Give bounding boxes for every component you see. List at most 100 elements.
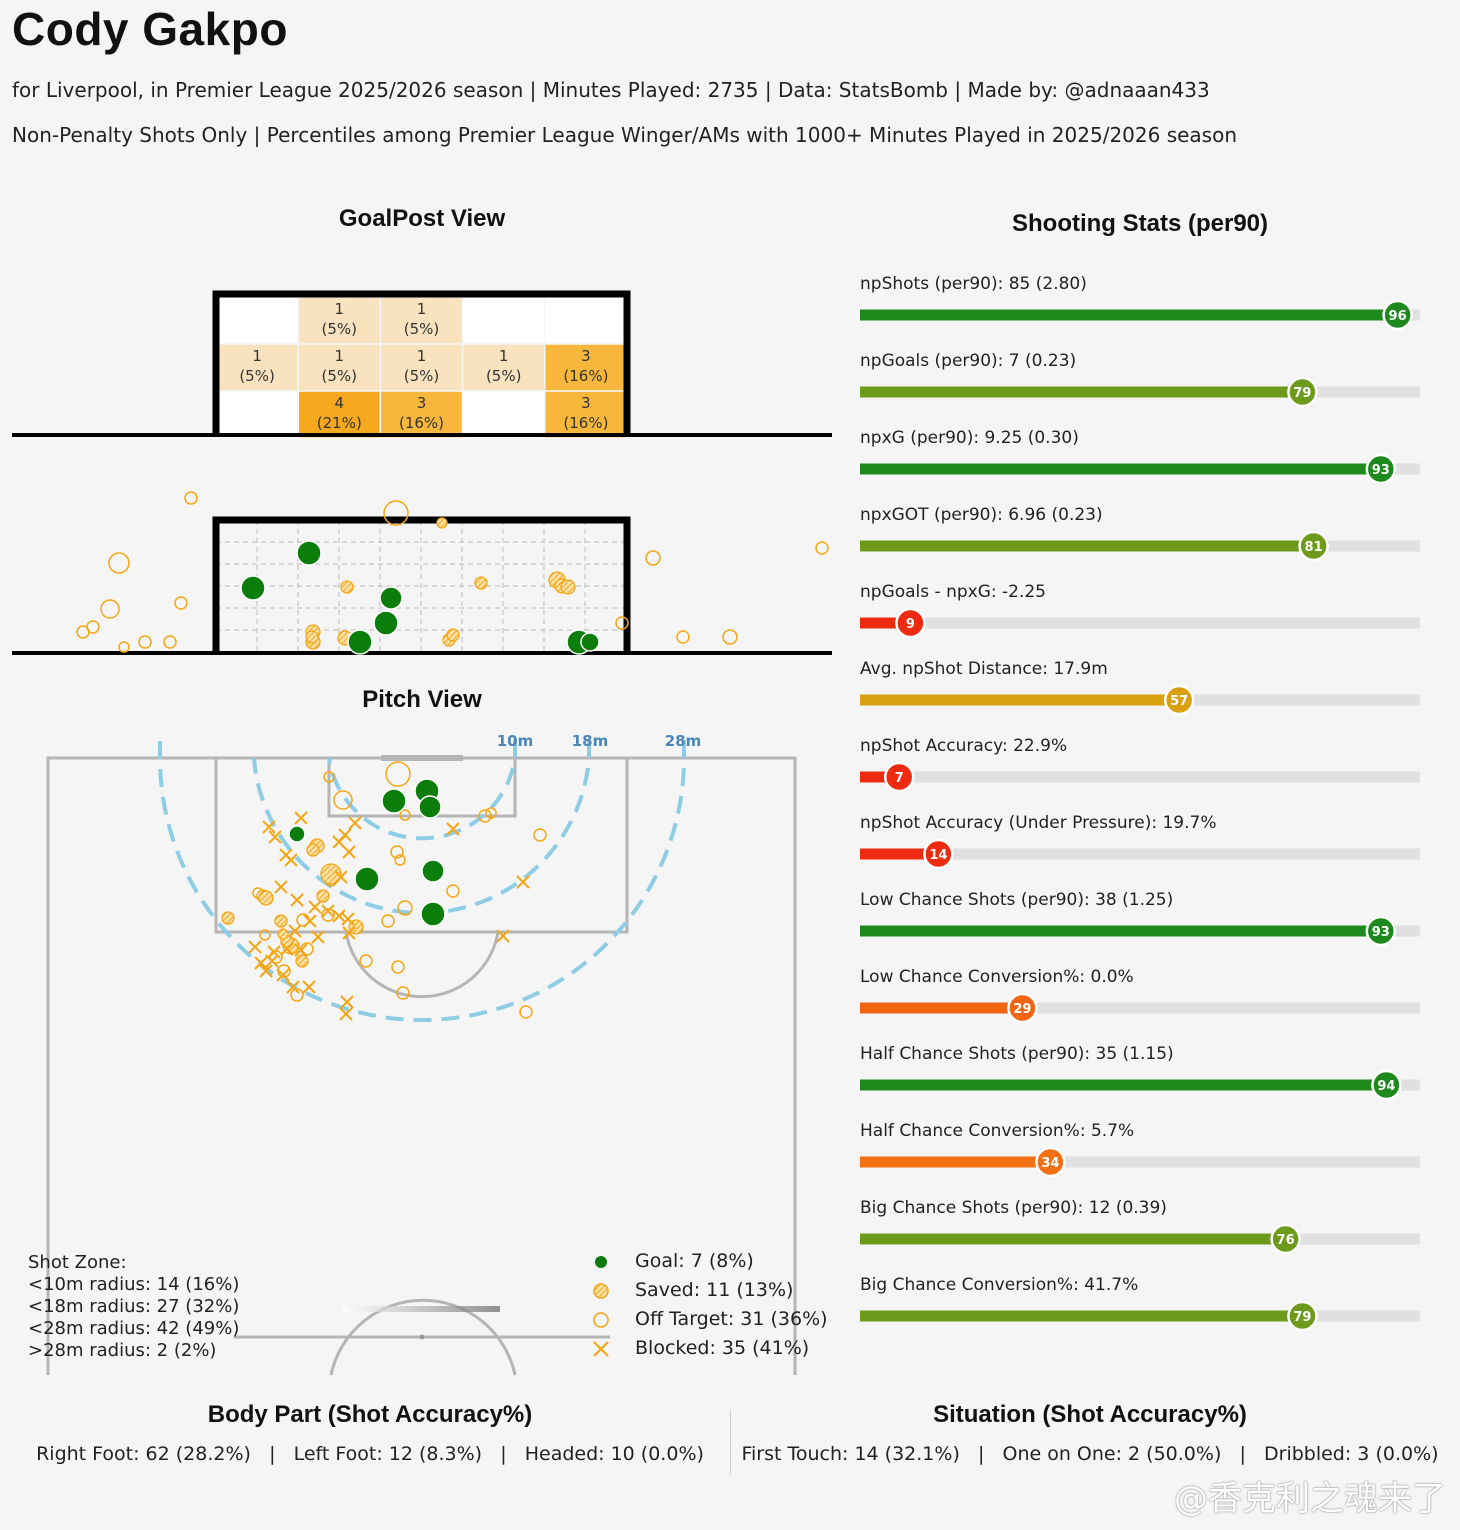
goal-zone-percent: (16%) (399, 414, 444, 432)
legend-off-target-label: Off Target: 31 (36%) (635, 1308, 828, 1330)
pitch-blocked-marker (339, 1007, 353, 1021)
pitch-blocked-marker (259, 964, 273, 978)
stat-percentile-value: 34 (1041, 1156, 1059, 1171)
legend-goal-label: Goal: 7 (8%) (635, 1250, 754, 1272)
goalmouth-goal-marker (347, 629, 373, 655)
stat-percentile-bar: 79 (860, 1300, 1420, 1332)
stat-percentile-badge (895, 607, 926, 639)
pitch-blocked-marker (265, 954, 279, 968)
pitch-blocked-marker (268, 830, 282, 844)
pitch-blocked-marker (280, 942, 294, 956)
pitch-view-title: Pitch View (362, 686, 482, 713)
pitch-blocked-marker (276, 968, 290, 982)
stat-bar-fill (860, 1233, 1286, 1245)
stat-percentile-value: 9 (906, 617, 915, 632)
pitch-saved-marker (295, 954, 309, 968)
ring-18m (252, 740, 591, 915)
pitch-blocked-marker (341, 912, 355, 926)
goal-zone-cell (544, 296, 628, 345)
goal-zone-count: 1 (499, 347, 509, 365)
goal-zone-cell (544, 343, 628, 392)
pitch-saved-marker (306, 843, 320, 857)
goalmouth-off-target-marker (615, 616, 629, 630)
stat-percentile-badge (1298, 530, 1329, 562)
stat-percentile-value: 79 (1293, 1310, 1311, 1325)
shot-zone-summary: Shot Zone: <10m radius: 14 (16%) <18m ra… (28, 1252, 239, 1362)
pitch-blocked-marker (334, 870, 348, 884)
stat-label: Half Chance Conversion%: 5.7% (860, 1121, 1135, 1141)
stat-percentile-value: 93 (1372, 463, 1390, 478)
pitch-off-target-marker (478, 809, 492, 823)
goal-zone-count: 1 (252, 347, 262, 365)
stat-percentile-bar: 76 (860, 1223, 1420, 1255)
goal-zone-count: 3 (417, 394, 427, 412)
goalmouth-off-target-marker (815, 541, 829, 555)
goal-zone-count: 1 (335, 300, 345, 318)
stat-bar-fill (860, 540, 1314, 552)
stat-bar-track (860, 1002, 1420, 1014)
goalpost-view-title: GoalPost View (338, 205, 506, 232)
stat-percentile-badge (1270, 1223, 1301, 1255)
pitch-off-target-marker (359, 954, 373, 968)
goalmouth-off-target-marker (184, 491, 198, 505)
goalmouth-saved-marker (305, 630, 319, 644)
stat-percentile-value: 7 (895, 771, 904, 786)
pitch-off-target-marker (381, 914, 395, 928)
goal-zone-percent: (5%) (404, 320, 440, 338)
stat-percentile-bar: 81 (860, 530, 1420, 562)
goalmouth-off-target-marker (645, 550, 661, 566)
stat-percentile-bar: 9 (860, 607, 1420, 639)
pitch-blocked-marker (286, 980, 300, 994)
goalmouth-off-target-marker (118, 641, 130, 653)
stat-percentile-value: 29 (1013, 1002, 1031, 1017)
stat-percentile-value: 79 (1293, 386, 1311, 401)
stat-percentile-bar: 29 (860, 992, 1420, 1024)
goal-zone-cell (297, 296, 382, 345)
stat-percentile-badge (883, 761, 915, 793)
stat-percentile-badge (1007, 992, 1038, 1024)
stat-percentile-badge (1382, 299, 1413, 331)
goal-zone-percent: (16%) (563, 367, 608, 385)
goal-zone-percent: (16%) (563, 414, 608, 432)
subtitle-season: for Liverpool, in Premier League 2025/20… (12, 78, 1210, 102)
pitch-blocked-marker (446, 822, 460, 836)
pitch-off-target-marker (485, 807, 497, 819)
legend-blocked-label: Blocked: 35 (41%) (635, 1337, 810, 1359)
pitch-blocked-marker (303, 914, 317, 928)
stat-percentile-bar: 14 (860, 838, 1420, 870)
goalmouth-off-target-marker (100, 599, 120, 619)
stat-bar-fill (860, 386, 1303, 398)
pitch-off-target-marker (385, 761, 411, 787)
stat-percentile-bar: 34 (860, 1146, 1420, 1178)
stat-bar-fill (860, 771, 900, 783)
pitch-saved-marker (274, 914, 288, 928)
stat-percentile-badge (1287, 376, 1318, 408)
pitch-off-target-marker (399, 809, 411, 821)
pitch-blocked-marker (342, 845, 356, 859)
stat-percentile-value: 14 (929, 848, 947, 863)
pitch-off-target-marker (321, 908, 335, 922)
goal-zone-percent: (5%) (322, 320, 358, 338)
goalpost-frame (212, 290, 631, 437)
shot-zone-over-28m: >28m radius: 2 (2%) (28, 1340, 217, 1361)
goal-zone-percent: (5%) (486, 367, 522, 385)
stat-bar-fill (860, 1310, 1303, 1322)
center-spot (419, 1334, 425, 1340)
stat-percentile-bar: 94 (860, 1069, 1420, 1101)
pitch-goal-marker (420, 901, 446, 927)
pitch-off-target-marker (396, 986, 410, 1000)
goalmouth-off-target-marker (138, 635, 152, 649)
pitch-off-target-marker (333, 790, 353, 810)
goalmouth-goal-marker (379, 586, 403, 610)
goalpost-shot-map (12, 491, 832, 655)
shot-zone-18m: <18m radius: 27 (32%) (28, 1296, 240, 1317)
pitch-blocked-marker (254, 956, 268, 970)
distance-rings (158, 735, 686, 1022)
goalmouth-goal-marker (580, 632, 600, 652)
goalmouth-saved-marker (446, 628, 460, 642)
stat-bar-fill (860, 1156, 1051, 1168)
pitch-off-target-marker (323, 771, 335, 783)
pitch-off-target-marker (397, 900, 413, 916)
stat-percentile-badge (1035, 1146, 1066, 1178)
stat-percentile-badge (1365, 453, 1397, 485)
